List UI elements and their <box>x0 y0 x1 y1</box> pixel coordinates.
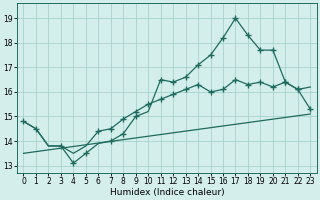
X-axis label: Humidex (Indice chaleur): Humidex (Indice chaleur) <box>109 188 224 197</box>
